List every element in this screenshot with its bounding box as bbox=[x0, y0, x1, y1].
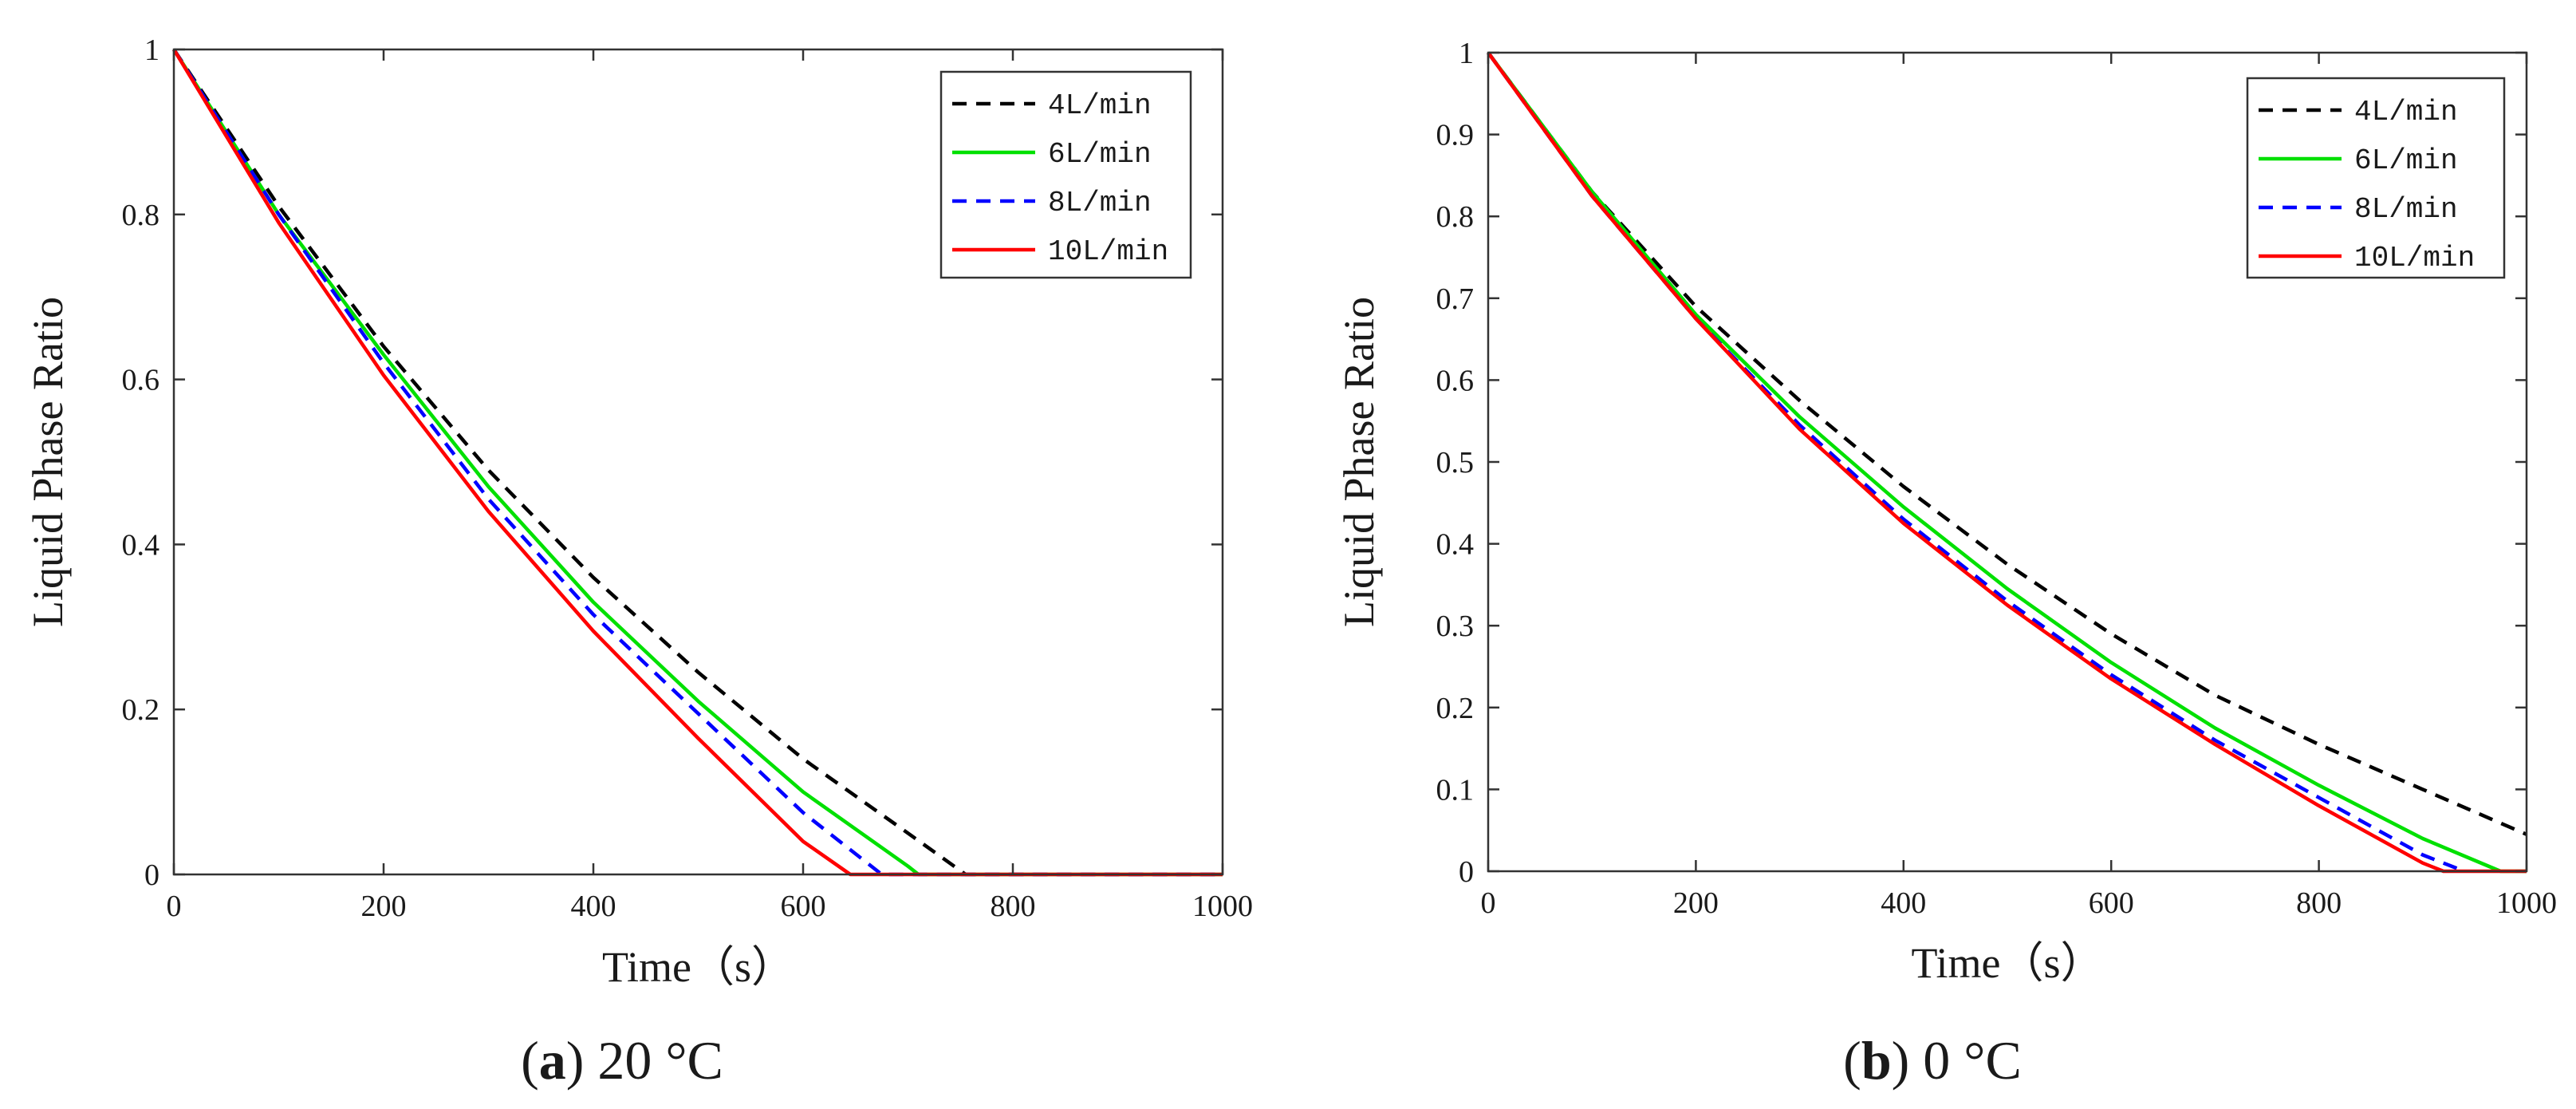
legend-label: 10L/min bbox=[2354, 242, 2475, 274]
y-tick-label: 0 bbox=[1459, 855, 1474, 889]
x-tick-label: 200 bbox=[1673, 886, 1719, 920]
legend-label: 10L/min bbox=[1048, 235, 1168, 268]
x-tick-label: 1000 bbox=[2496, 886, 2557, 920]
y-tick-label: 0.2 bbox=[1436, 692, 1475, 725]
x-tick-label: 400 bbox=[1881, 886, 1926, 920]
y-tick-label: 1 bbox=[144, 34, 160, 67]
y-tick-label: 0.7 bbox=[1436, 282, 1475, 316]
legend-label: 8L/min bbox=[2354, 193, 2458, 226]
y-tick-label: 0.1 bbox=[1436, 773, 1475, 807]
y-tick-label: 0.3 bbox=[1436, 610, 1475, 643]
legend: 4L/min 6L/min 8L/min 10L/min bbox=[939, 70, 1192, 279]
x-tick-label: 600 bbox=[781, 890, 826, 923]
panel-caption: (a) 20 °C bbox=[521, 1030, 723, 1091]
legend-label: 8L/min bbox=[1048, 187, 1152, 219]
y-tick-label: 0.4 bbox=[122, 528, 160, 562]
y-axis-title: Liquid Phase Ratio bbox=[24, 297, 72, 627]
legend: 4L/min 6L/min 8L/min 10L/min bbox=[2246, 77, 2506, 279]
series-line-4l-min bbox=[1487, 51, 2527, 836]
y-tick-label: 0.6 bbox=[122, 364, 160, 397]
panel-caption: (b) 0 °C bbox=[1843, 1030, 2022, 1091]
x-tick-label: 600 bbox=[2089, 886, 2134, 920]
y-tick-label: 0.2 bbox=[122, 693, 160, 727]
x-tick-label: 800 bbox=[991, 890, 1036, 923]
y-axis-title: Liquid Phase Ratio bbox=[1335, 297, 1383, 627]
panel-b: 0 200 400 600 800 1000 0 0.1 0.2 0.3 0.4 0.5 0.6 0.7 0… bbox=[1335, 37, 2557, 1091]
legend-label: 6L/min bbox=[1048, 138, 1152, 171]
panel-a: 0 200 400 600 800 1000 0 0.2 0.4 0.6 0.8 1 Time（s） Li… bbox=[24, 34, 1253, 1091]
legend-label: 4L/min bbox=[2354, 96, 2458, 128]
plot-area-frame bbox=[172, 48, 1224, 876]
x-tick-label: 0 bbox=[167, 890, 182, 923]
y-tick-label: 0.9 bbox=[1436, 119, 1475, 152]
y-tick-label: 0 bbox=[144, 858, 160, 892]
x-tick-label: 0 bbox=[1481, 886, 1496, 920]
y-tick-label: 0.8 bbox=[122, 199, 160, 232]
x-axis-title: Time（s） bbox=[1911, 939, 2103, 987]
y-tick-label: 1 bbox=[1459, 37, 1474, 70]
x-axis-title: Time（s） bbox=[602, 943, 794, 991]
x-tick-label: 200 bbox=[361, 890, 407, 923]
y-tick-label: 0.5 bbox=[1436, 446, 1475, 480]
series-line-10l-min bbox=[1487, 51, 2527, 874]
series-line-8l-min bbox=[172, 48, 1223, 877]
y-tick-label: 0.6 bbox=[1436, 364, 1475, 397]
series-line-6l-min bbox=[1487, 51, 2527, 874]
legend-label: 4L/min bbox=[1048, 89, 1152, 122]
y-tick-label: 0.8 bbox=[1436, 200, 1475, 234]
legend-label: 6L/min bbox=[2354, 144, 2458, 177]
x-tick-label: 1000 bbox=[1192, 890, 1253, 923]
y-tick-label: 0.4 bbox=[1436, 528, 1475, 562]
legend-box bbox=[939, 70, 1192, 279]
x-tick-label: 400 bbox=[571, 890, 616, 923]
x-tick-label: 800 bbox=[2296, 886, 2342, 920]
